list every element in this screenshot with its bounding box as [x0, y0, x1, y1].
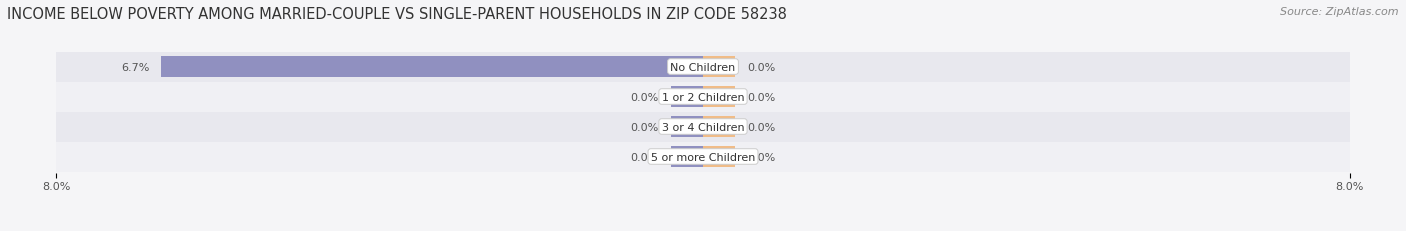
Text: 5 or more Children: 5 or more Children: [651, 152, 755, 162]
Bar: [56, 52, 1350, 82]
Bar: [56, 112, 1350, 142]
Bar: [671, 116, 703, 138]
Text: No Children: No Children: [671, 62, 735, 72]
Text: INCOME BELOW POVERTY AMONG MARRIED-COUPLE VS SINGLE-PARENT HOUSEHOLDS IN ZIP COD: INCOME BELOW POVERTY AMONG MARRIED-COUPL…: [7, 7, 787, 22]
Bar: [671, 146, 703, 167]
Text: 0.0%: 0.0%: [630, 152, 658, 162]
Text: 0.0%: 0.0%: [630, 92, 658, 102]
Bar: [56, 142, 1350, 172]
Bar: [162, 57, 703, 78]
Text: 0.0%: 0.0%: [748, 152, 776, 162]
Bar: [703, 116, 735, 138]
Bar: [703, 86, 735, 108]
Bar: [56, 82, 1350, 112]
Text: Source: ZipAtlas.com: Source: ZipAtlas.com: [1281, 7, 1399, 17]
Text: 3 or 4 Children: 3 or 4 Children: [662, 122, 744, 132]
Bar: [671, 86, 703, 108]
Bar: [703, 146, 735, 167]
Text: 1 or 2 Children: 1 or 2 Children: [662, 92, 744, 102]
Text: 0.0%: 0.0%: [630, 122, 658, 132]
Text: 0.0%: 0.0%: [748, 62, 776, 72]
Text: 0.0%: 0.0%: [748, 122, 776, 132]
Bar: [703, 57, 735, 78]
Text: 6.7%: 6.7%: [121, 62, 149, 72]
Text: 0.0%: 0.0%: [748, 92, 776, 102]
